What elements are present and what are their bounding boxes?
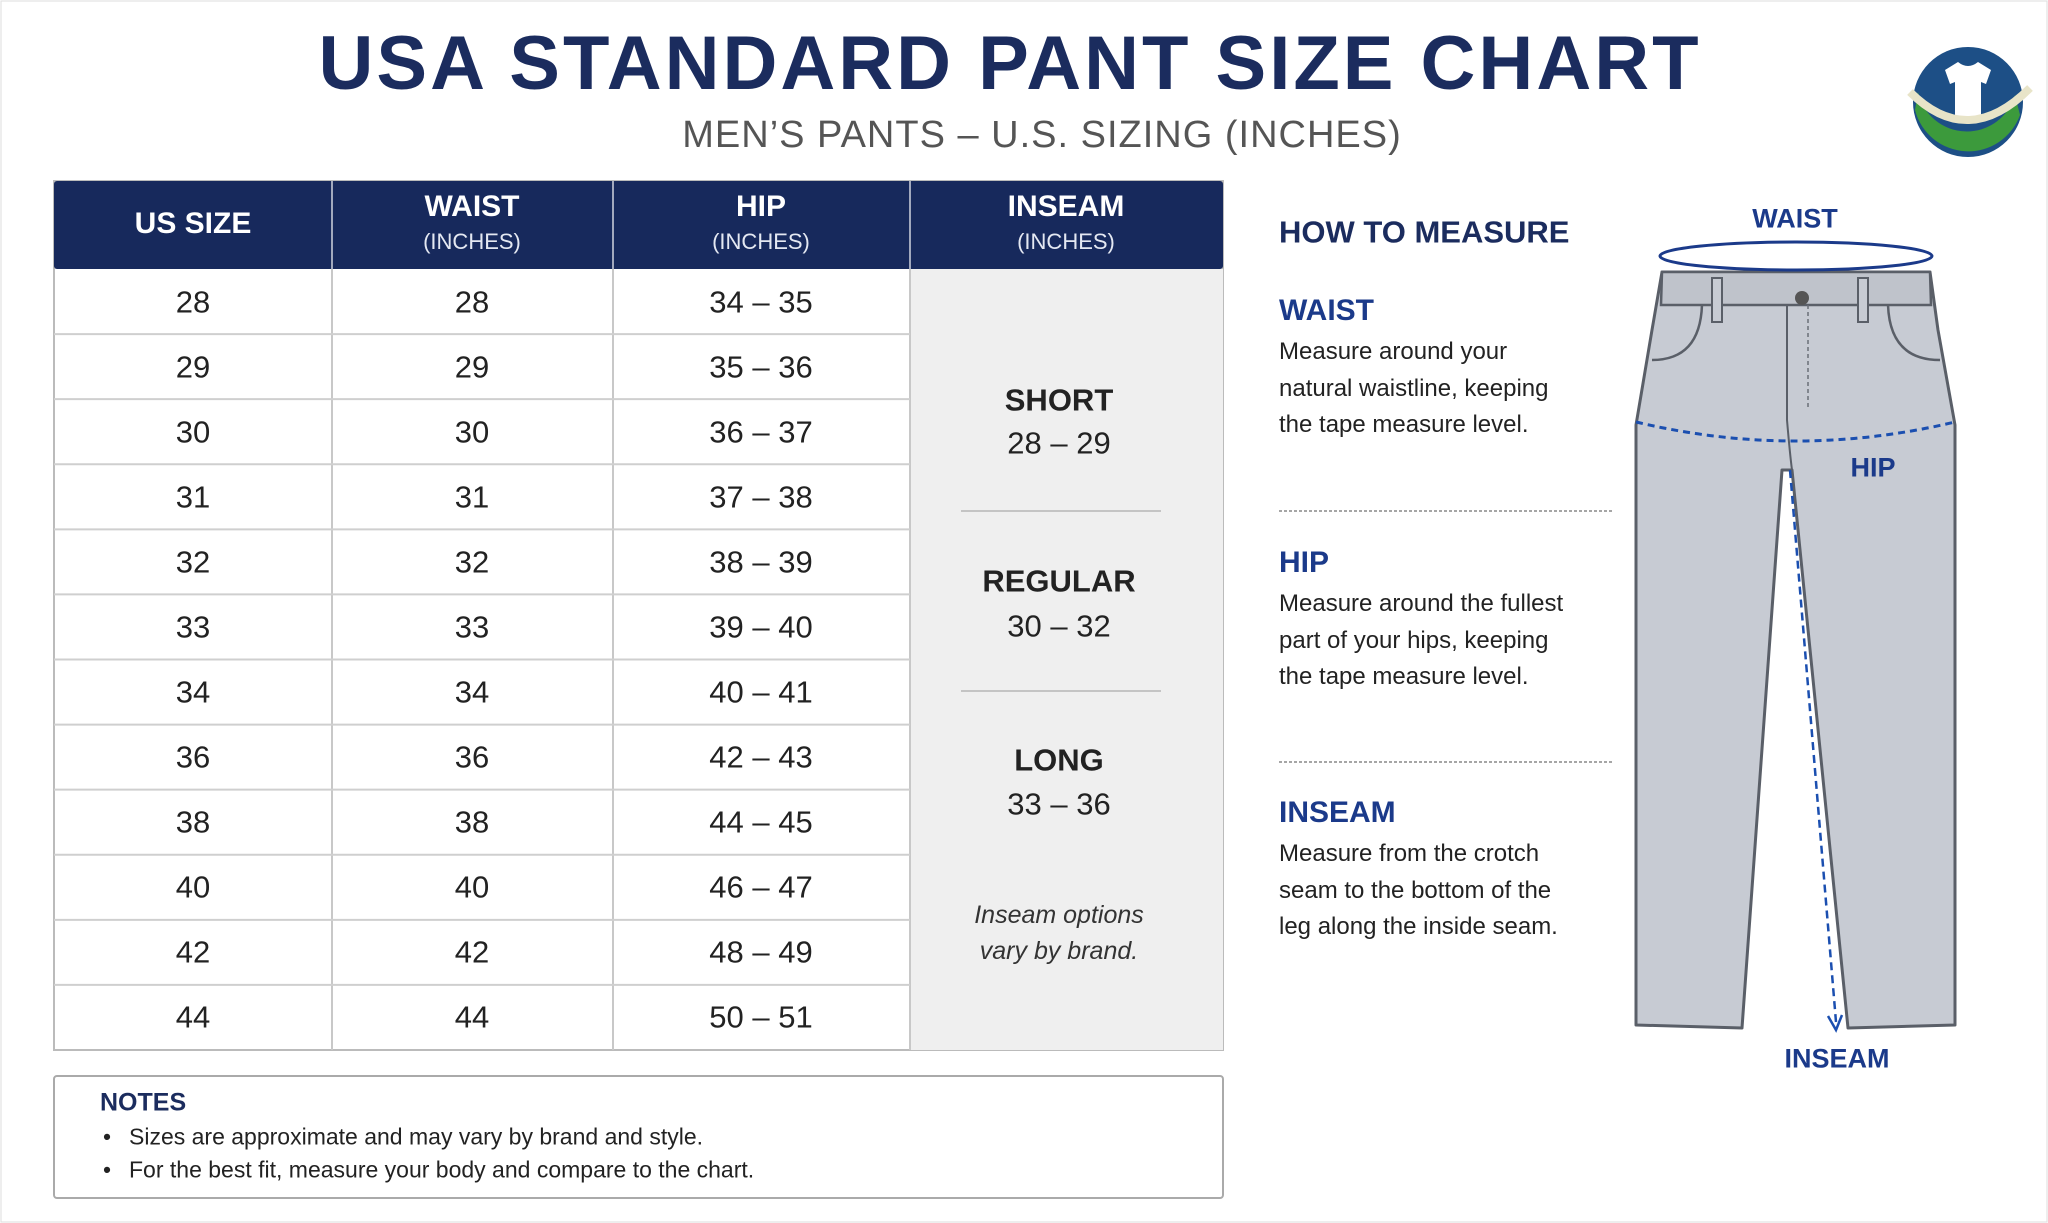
inseam-group-range: 28 – 29	[1007, 425, 1111, 461]
inseam-group-range: 33 – 36	[1007, 786, 1111, 822]
inseam-note: Inseam options vary by brand.	[974, 901, 1144, 965]
table-cell: 40	[175, 869, 211, 905]
table-cell: 42 – 43	[709, 739, 813, 775]
inseam-group-label: LONG	[1014, 742, 1104, 778]
column-header: HIP	[735, 190, 787, 223]
table-cell: 32	[454, 544, 490, 580]
section-heading: HIP	[1279, 546, 1330, 579]
note-item: Sizes are approximate and may vary by br…	[103, 1125, 703, 1149]
table-cell: 34	[454, 674, 490, 710]
table-cell: 34 – 35	[709, 284, 813, 320]
table-cell: 33	[175, 609, 211, 645]
table-cell: 36 – 37	[709, 414, 813, 450]
title: USA STANDARD PANT SIZE CHART	[318, 21, 1702, 106]
inseam-group-label: SHORT	[1004, 382, 1114, 418]
table-cell: 48 – 49	[709, 934, 813, 970]
column-unit: (INCHES)	[1017, 229, 1115, 254]
column-unit: (INCHES)	[712, 229, 810, 254]
table-cell: 39 – 40	[709, 609, 813, 645]
inseam-group-label: REGULAR	[982, 563, 1136, 599]
table-cell: 28	[175, 284, 211, 320]
table-cell: 30	[454, 414, 490, 450]
column-header: INSEAM	[1007, 190, 1125, 223]
table-cell: 38 – 39	[709, 544, 813, 580]
table-cell: 42	[175, 934, 211, 970]
table-cell: 38	[454, 804, 490, 840]
table-cell: 40	[454, 869, 490, 905]
table-cell: 42	[454, 934, 490, 970]
subtitle: MEN’S PANTS – U.S. SIZING (INCHES)	[682, 114, 1402, 156]
table-cell: 34	[175, 674, 211, 710]
table-cell: 50 – 51	[709, 999, 813, 1035]
inseam-group-range: 30 – 32	[1007, 608, 1111, 644]
table-cell: 29	[454, 349, 490, 385]
table-cell: 46 – 47	[709, 869, 813, 905]
table-cell: 31	[175, 479, 211, 515]
section-heading: INSEAM	[1279, 796, 1396, 829]
notes-title: NOTES	[100, 1088, 187, 1117]
diagram-label: HIP	[1850, 452, 1896, 483]
table-cell: 44	[175, 999, 211, 1035]
header-dividers	[331, 181, 911, 269]
table-cell: 31	[454, 479, 490, 515]
table-cell: 37 – 38	[709, 479, 813, 515]
note-item: For the best fit, measure your body and …	[103, 1158, 754, 1182]
table-cell: 44	[454, 999, 490, 1035]
table-header-bg	[54, 181, 1223, 269]
table-cell: 44 – 45	[709, 804, 813, 840]
table-cell: 32	[175, 544, 211, 580]
section-text: Measure from the crotch seam to the bott…	[1279, 840, 1558, 940]
table-cell: 36	[454, 739, 490, 775]
row-dividers	[54, 333, 910, 986]
pants-illustration	[1634, 240, 1957, 1033]
section-text: Measure around the fullest part of your …	[1279, 590, 1564, 690]
table-cell: 30	[175, 414, 211, 450]
inseam-column-bg	[910, 269, 1223, 1050]
table-cell: 29	[175, 349, 211, 385]
measure-title: HOW TO MEASURE	[1279, 214, 1570, 250]
diagram-label: INSEAM	[1784, 1043, 1890, 1074]
table-cell: 33	[454, 609, 490, 645]
diagram-label: WAIST	[1752, 203, 1838, 234]
table-cell: 35 – 36	[709, 349, 813, 385]
table-cell: 38	[175, 804, 211, 840]
table-cell: 36	[175, 739, 211, 775]
column-unit: (INCHES)	[423, 229, 521, 254]
column-header: US SIZE	[134, 207, 252, 240]
section-heading: WAIST	[1279, 294, 1374, 327]
table-cell: 40 – 41	[709, 674, 813, 710]
table-cell: 28	[454, 284, 490, 320]
section-text: Measure around your natural waistline, k…	[1279, 338, 1549, 438]
column-header: WAIST	[424, 190, 520, 223]
logo	[1907, 47, 2033, 157]
